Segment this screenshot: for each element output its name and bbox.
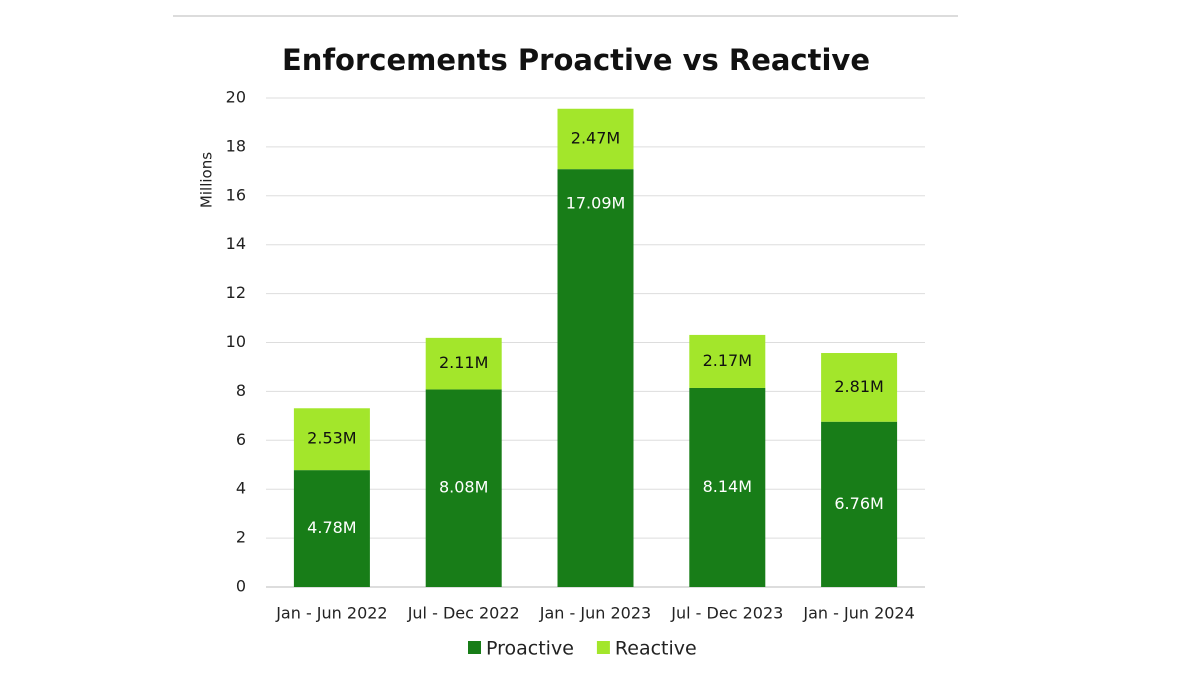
data-label: 8.14M <box>703 477 752 496</box>
data-label: 2.11M <box>439 353 488 372</box>
legend-label: Proactive <box>486 638 574 660</box>
x-tick-label: Jan - Jun 2022 <box>275 604 387 623</box>
bar-segment <box>557 108 634 170</box>
bar-segment <box>293 470 370 587</box>
y-axis-label: Millions <box>198 152 216 208</box>
data-label: 2.81M <box>834 377 883 396</box>
x-tick-label: Jul - Dec 2022 <box>407 604 520 623</box>
data-label: 6.76M <box>834 494 883 513</box>
y-tick-label: 8 <box>236 381 246 400</box>
legend-swatch <box>596 641 610 654</box>
data-label: 2.17M <box>703 351 752 370</box>
data-label: 17.09M <box>566 194 626 213</box>
chart-title: Enforcements Proactive vs Reactive <box>282 43 870 77</box>
data-label: 2.47M <box>571 128 620 147</box>
bar-segment <box>425 389 502 587</box>
data-label: 4.78M <box>307 518 356 537</box>
y-tick-label: 16 <box>226 185 246 204</box>
y-tick-label: 14 <box>226 234 246 253</box>
y-tick-label: 20 <box>226 88 246 107</box>
x-tick-label: Jan - Jun 2024 <box>802 604 914 623</box>
data-label: 2.53M <box>307 429 356 448</box>
data-label: 8.08M <box>439 478 488 497</box>
y-tick-label: 4 <box>236 479 246 498</box>
x-tick-label: Jan - Jun 2023 <box>539 604 651 623</box>
y-tick-label: 12 <box>226 283 246 302</box>
x-tick-label: Jul - Dec 2023 <box>670 604 783 623</box>
legend-swatch <box>468 641 481 654</box>
bar-segment <box>293 408 370 471</box>
bar-segment <box>425 337 502 390</box>
bar-segment <box>557 169 634 587</box>
bar-segment <box>821 421 898 587</box>
bar-segment <box>821 353 898 422</box>
y-tick-label: 6 <box>236 430 246 449</box>
bar-segment <box>689 334 766 388</box>
y-tick-label: 18 <box>226 136 246 155</box>
y-tick-label: 2 <box>236 528 246 547</box>
y-tick-label: 0 <box>236 577 246 596</box>
y-tick-label: 10 <box>226 332 246 351</box>
legend-label: Reactive <box>615 638 697 660</box>
bar-segment <box>689 387 766 587</box>
